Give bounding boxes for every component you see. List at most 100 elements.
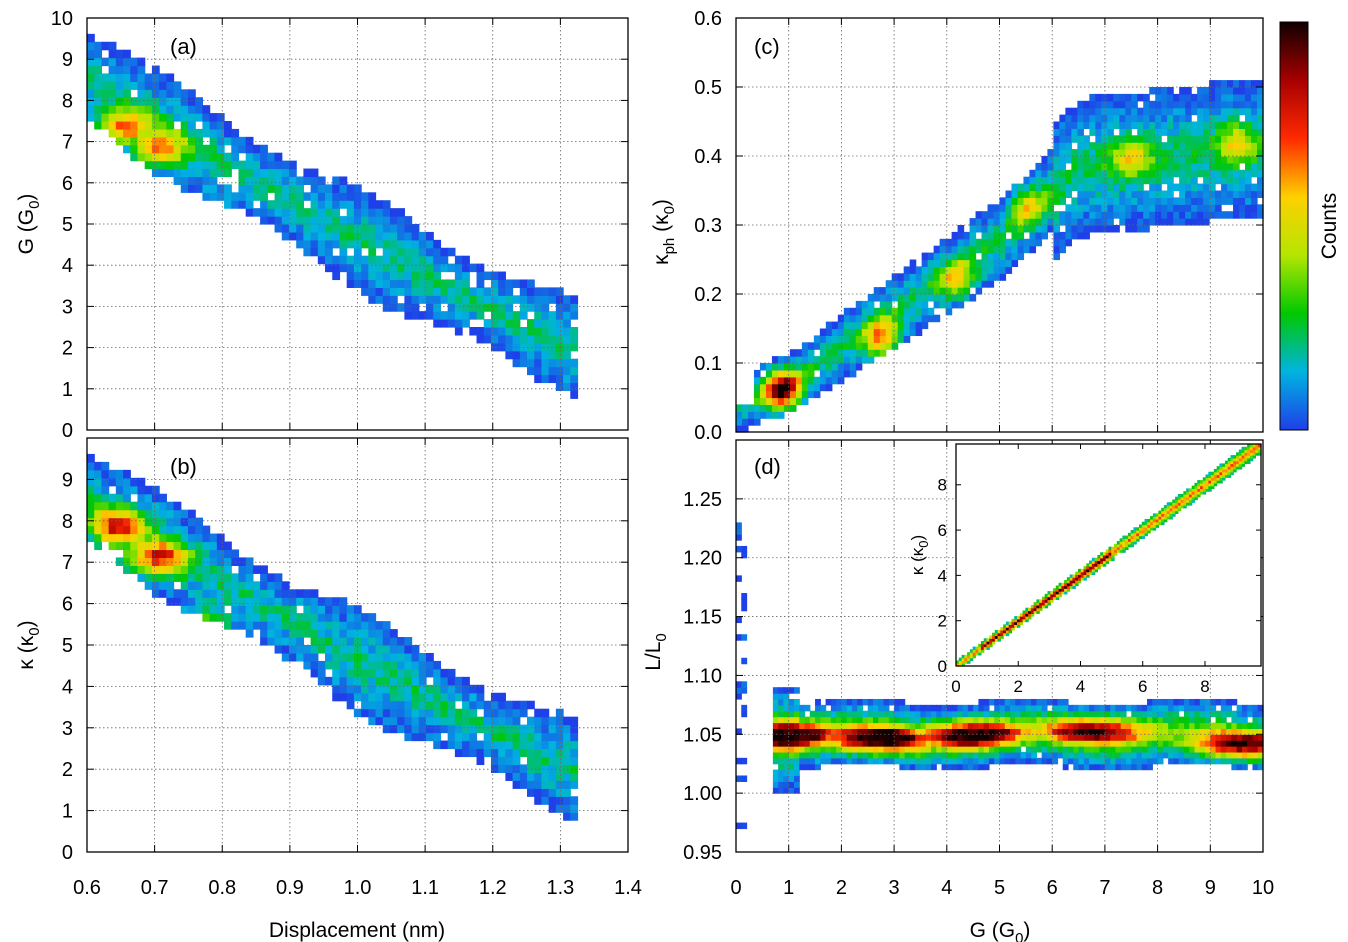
heatmap-cell [1041,757,1048,765]
heatmap-cell [1141,532,1146,537]
heatmap-cell [115,89,124,98]
heatmap-cell [274,184,283,193]
heatmap-cell [909,280,917,288]
heatmap-cell [978,746,985,753]
heatmap-cell [245,176,254,185]
heatmap-cell [1089,746,1095,753]
heatmap-cell [946,751,953,759]
heatmap-cell [1083,100,1090,109]
heatmap-cell [1046,751,1053,759]
heatmap-cell [1047,149,1054,157]
heatmap-cell [1227,460,1232,465]
heatmap-cell [1107,142,1114,150]
heatmap-cell [1083,751,1090,759]
heatmap-cell [361,645,369,654]
heatmap-cell [883,740,890,747]
heatmap-cell [1125,135,1132,143]
heatmap-cell [527,764,535,773]
heatmap-cell [1191,156,1198,164]
heatmap-cell [879,294,887,302]
heatmap-cell [799,716,806,724]
heatmap-cell [1202,477,1207,481]
heatmap-cell [741,634,748,641]
heatmap-cell [346,255,355,265]
heatmap-cell [830,728,837,735]
heatmap-cell [1094,704,1101,712]
heatmap-cell [94,461,103,471]
heatmap-cell [983,746,990,753]
heatmap-cell [1083,763,1090,771]
heatmap-cell [1163,510,1168,514]
heatmap-cell [1202,491,1207,495]
heatmap-cell [462,724,470,734]
heatmap-cell [903,287,911,295]
heatmap-cell [1215,190,1222,198]
heatmap-cell [1161,87,1168,95]
heatmap-cell [925,734,932,741]
heatmap-cell [1210,740,1217,747]
colorbar: Counts [1279,21,1341,431]
heatmap-cell [252,192,261,201]
heatmap-cell [325,263,333,273]
heatmap-cell [476,263,485,273]
heatmap-cell [1231,716,1238,724]
heatmap-cell [1189,734,1196,741]
heatmap-cell [1247,704,1254,712]
heatmap-cell [94,541,103,551]
heatmap-cell [736,575,742,582]
heatmap-cell [963,245,971,254]
heatmap-cell [1221,100,1228,109]
heatmap-cell [108,89,117,98]
heatmap-cell [1011,618,1015,623]
heatmap-cell [1131,169,1138,178]
heatmap-cell [1257,716,1264,724]
heatmap-cell [978,763,985,771]
heatmap-cell [339,184,348,193]
heatmap-cell [999,238,1007,247]
heatmap-cell [1064,588,1068,592]
heatmap-cell [1003,624,1007,628]
heatmap-cell [1011,225,1019,233]
heatmap-cell [216,136,225,146]
heatmap-cell [1036,728,1043,735]
heatmap-cell [1215,114,1222,123]
heatmap-cell [1053,238,1060,247]
heatmap-cell [1083,710,1090,718]
heatmap-cell [418,716,427,726]
heatmap-cell [404,263,413,273]
heatmap-cell [1157,757,1164,765]
y-tick-label: 0.4 [694,146,722,168]
heatmap-cell [1161,93,1168,102]
heatmap-cell [1100,555,1104,559]
heatmap-cell [1245,183,1252,192]
heatmap-cell [1258,452,1262,456]
heatmap-cell [130,105,139,114]
heatmap-cell [1137,142,1144,150]
heatmap-cell [967,657,971,662]
heatmap-cell [1205,488,1209,492]
heatmap-cell [1216,466,1221,470]
heatmap-cell [476,684,485,694]
heatmap-cell [1155,197,1162,205]
heatmap-cell [1131,763,1138,771]
heatmap-cell [1086,566,1090,570]
heatmap-cell [1252,722,1259,729]
heatmap-cell [862,746,869,753]
heatmap-cell [1011,238,1019,247]
heatmap-cell [831,342,839,350]
heatmap-cell [789,376,797,385]
heatmap-cell [1147,518,1151,523]
heatmap-cell [841,757,848,765]
heatmap-cell [1004,704,1011,712]
heatmap-cell [1023,211,1031,219]
heatmap-cell [1107,225,1114,233]
heatmap-cell [1044,593,1049,598]
heatmap-cell [783,369,791,378]
heatmap-cell [389,708,398,718]
heatmap-cell [252,144,261,154]
heatmap-cell [883,746,890,753]
heatmap-cell [1143,190,1150,198]
heatmap-cell [753,418,761,426]
heatmap-cell [303,660,312,670]
heatmap-cell [1155,190,1162,198]
